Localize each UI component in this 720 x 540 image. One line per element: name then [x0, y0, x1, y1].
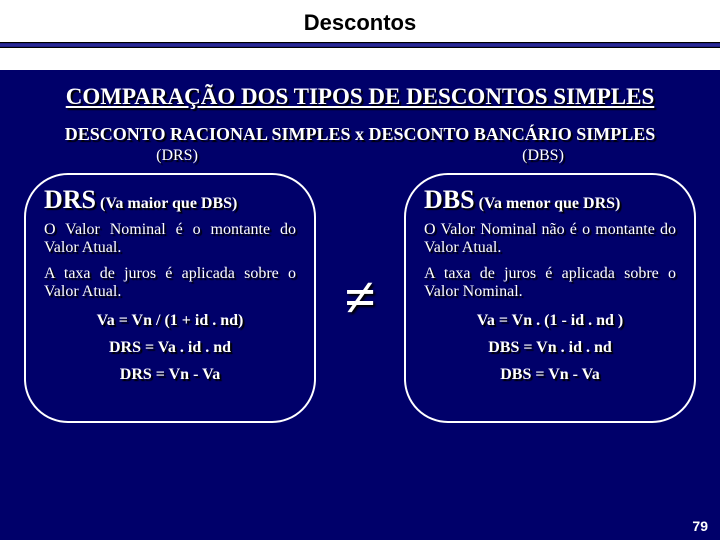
- section-subtitle: COMPARAÇÃO DOS TIPOS DE DESCONTOS SIMPLE…: [24, 84, 696, 110]
- box-drs: DRS (Va maior que DBS) O Valor Nominal é…: [24, 173, 316, 423]
- box-dbs-eq3: DBS = Vn - Va: [424, 363, 676, 386]
- box-dbs-title: DBS (Va menor que DRS): [424, 185, 676, 215]
- box-dbs-note: (Va menor que DRS): [479, 195, 621, 212]
- box-drs-eq2: DRS = Va . id . nd: [44, 336, 296, 359]
- box-dbs-p2: A taxa de juros é aplicada sobre o Valor…: [424, 265, 676, 301]
- abbr-right: (DBS): [360, 147, 696, 165]
- header: Descontos: [0, 0, 720, 42]
- box-drs-title: DRS (Va maior que DBS): [44, 185, 296, 215]
- box-dbs-abbr: DBS: [424, 185, 475, 214]
- header-gap: [0, 48, 720, 70]
- box-drs-eq1: Va = Vn / (1 + id . nd): [44, 309, 296, 332]
- columns: DRS (Va maior que DBS) O Valor Nominal é…: [24, 173, 696, 423]
- main-content: COMPARAÇÃO DOS TIPOS DE DESCONTOS SIMPLE…: [0, 70, 720, 433]
- abbr-row: (DRS) (DBS): [24, 147, 696, 165]
- page-number: 79: [692, 518, 708, 534]
- box-drs-abbr: DRS: [44, 185, 96, 214]
- not-equal-symbol: ≠: [335, 270, 385, 326]
- abbr-left: (DRS): [24, 147, 360, 165]
- box-drs-p1: O Valor Nominal é o montante do Valor At…: [44, 221, 296, 257]
- box-drs-eq3: DRS = Vn - Va: [44, 363, 296, 386]
- box-dbs: DBS (Va menor que DRS) O Valor Nominal n…: [404, 173, 696, 423]
- page-title: Descontos: [0, 10, 720, 36]
- box-dbs-eq2: DBS = Vn . id . nd: [424, 336, 676, 359]
- box-dbs-eq1: Va = Vn . (1 - id . nd ): [424, 309, 676, 332]
- box-drs-p2: A taxa de juros é aplicada sobre o Valor…: [44, 265, 296, 301]
- box-drs-note: (Va maior que DBS): [100, 195, 237, 212]
- compare-line: DESCONTO RACIONAL SIMPLES x DESCONTO BAN…: [24, 124, 696, 145]
- box-dbs-p1: O Valor Nominal não é o montante do Valo…: [424, 221, 676, 257]
